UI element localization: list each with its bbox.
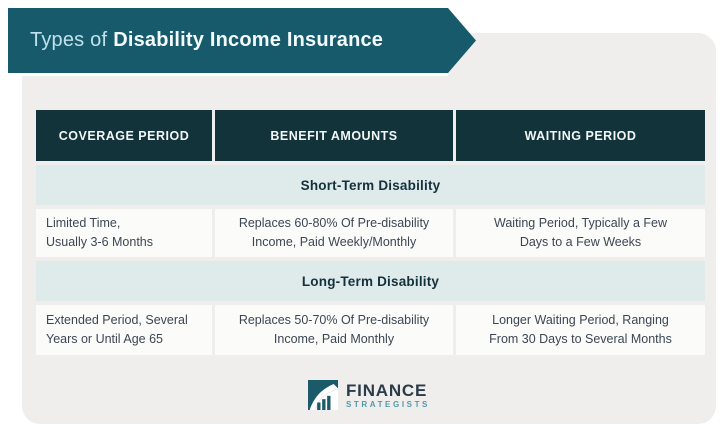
logo-name: FINANCE: [345, 380, 428, 400]
section-header-short-term: Short-Term Disability: [36, 165, 705, 205]
content-card: COVERAGE PERIOD BENEFIT AMOUNTS WAITING …: [22, 33, 716, 424]
bar-chart-arrow-icon: [307, 380, 338, 410]
insurance-comparison-table: COVERAGE PERIOD BENEFIT AMOUNTS WAITING …: [36, 110, 705, 355]
cell-short-term-waiting: Waiting Period, Typically a Few Days to …: [456, 209, 705, 257]
page-title: Disability Income Insurance: [113, 29, 384, 51]
logo-subname: STRATEGISTS: [345, 399, 430, 409]
banner-underline: [8, 73, 448, 76]
section-header-long-term: Long-Term Disability: [36, 261, 705, 301]
finance-strategists-logo: FINANCE STRATEGISTS: [22, 380, 716, 410]
column-header-waiting-period: WAITING PERIOD: [456, 110, 705, 161]
cell-long-term-waiting: Longer Waiting Period, Ranging From 30 D…: [456, 305, 705, 355]
cell-long-term-benefit: Replaces 50-70% Of Pre-disability Income…: [215, 305, 453, 355]
logo-wordmark: FINANCE STRATEGISTS: [346, 382, 430, 409]
title-prefix: Types of: [30, 29, 108, 51]
cell-short-term-benefit: Replaces 60-80% Of Pre-disability Income…: [215, 209, 453, 257]
title-banner: Types of Disability Income Insurance: [8, 8, 476, 73]
cell-long-term-coverage: Extended Period, Several Years or Until …: [36, 305, 212, 355]
column-header-benefit-amounts: BENEFIT AMOUNTS: [215, 110, 453, 161]
column-header-coverage-period: COVERAGE PERIOD: [36, 110, 212, 161]
cell-short-term-coverage: Limited Time, Usually 3-6 Months: [36, 209, 212, 257]
